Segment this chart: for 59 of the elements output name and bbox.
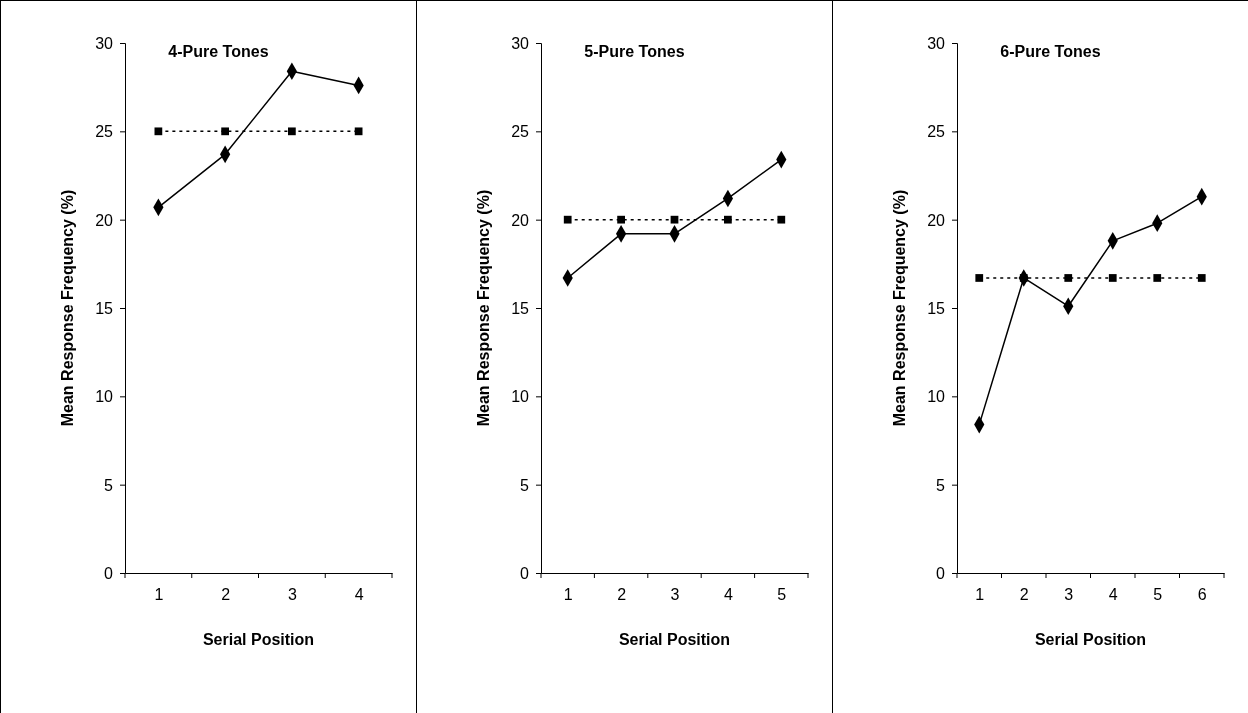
chart-title: 5-Pure Tones [584,43,685,60]
y-tick-label: 20 [927,211,946,229]
y-tick-label: 15 [511,300,530,317]
y-axis-title: Mean Response Frequency (%) [891,189,908,427]
y-tick-label: 25 [95,123,114,141]
x-tick-label: 2 [221,586,231,603]
y-tick-label: 20 [95,211,114,229]
y-tick-label: 15 [927,300,946,317]
y-tick-label: 5 [936,476,946,494]
x-tick-label: 1 [563,586,573,603]
point [975,274,984,282]
point [288,127,296,136]
point [1108,274,1117,282]
x-axis-title: Serial Position [202,631,315,648]
point [724,215,732,224]
y-tick-label: 30 [511,35,530,52]
chart-title: 4-Pure Tones [168,43,269,60]
x-tick-label: 5 [1153,586,1163,603]
point [1064,274,1073,282]
x-tick-label: 4 [354,586,364,603]
y-tick-label: 30 [927,35,946,52]
point [1197,274,1206,282]
x-tick-label: 2 [617,586,627,603]
x-tick-label: 3 [287,586,297,603]
point [1153,274,1162,282]
x-axis-title: Serial Position [1034,631,1147,648]
point [221,127,229,136]
y-axis-title: Mean Response Frequency (%) [475,189,492,427]
point [354,127,363,136]
point [617,215,625,224]
x-axis-title: Serial Position [618,631,731,648]
x-tick-label: 2 [1019,586,1029,603]
x-tick-label: 4 [1108,586,1118,603]
y-tick-label: 10 [511,388,530,406]
x-tick-label: 6 [1197,586,1207,603]
y-tick-label: 5 [104,476,114,494]
y-tick-label: 10 [95,388,114,406]
y-tick-label: 0 [104,565,114,582]
y-tick-label: 15 [95,300,114,317]
y-tick-label: 25 [511,123,530,141]
y-tick-label: 30 [95,35,114,52]
y-axis-title: Mean Response Frequency (%) [59,189,76,427]
x-tick-label: 3 [670,586,680,603]
y-tick-label: 10 [927,388,946,406]
point [777,215,786,224]
point [670,215,679,224]
point [154,127,163,136]
y-tick-label: 20 [511,211,530,229]
chart-title: 6-Pure Tones [1000,43,1101,60]
y-tick-label: 0 [936,565,946,582]
x-tick-label: 3 [1064,586,1074,603]
x-tick-label: 5 [777,586,787,603]
point [563,215,572,224]
x-tick-label: 4 [723,586,733,603]
x-tick-label: 1 [975,586,985,603]
y-tick-label: 0 [520,565,530,582]
y-tick-label: 25 [927,123,946,141]
x-tick-label: 1 [154,586,164,603]
y-tick-label: 5 [520,476,530,494]
